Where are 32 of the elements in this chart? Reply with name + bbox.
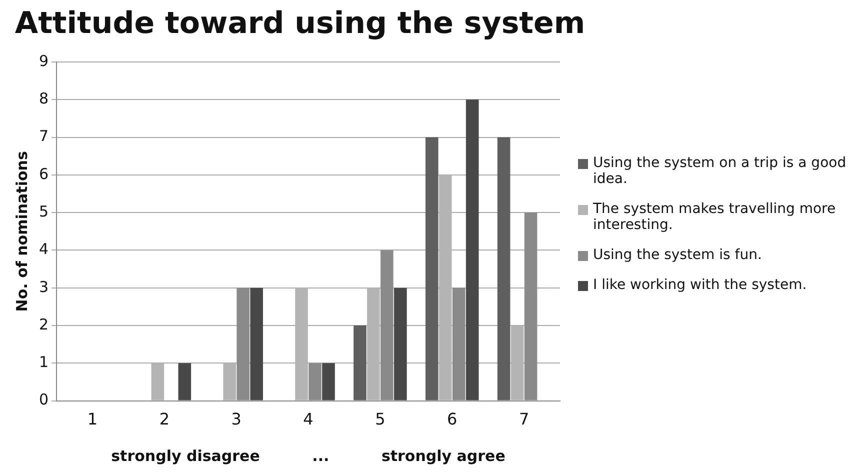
bar <box>322 363 335 400</box>
y-tick-label: 6 <box>38 164 49 183</box>
y-tick-label: 4 <box>38 240 49 258</box>
chart-title: Attitude toward using the system <box>14 6 586 41</box>
bar <box>178 363 192 400</box>
legend-label: I like working with the system. <box>593 277 807 293</box>
y-tick-label: 3 <box>38 278 49 296</box>
legend-label: The system makes travelling more interesting. <box>593 201 837 233</box>
x-tick-label: 6 <box>447 410 458 429</box>
y-tick-label: 1 <box>38 353 49 372</box>
bar <box>394 288 407 400</box>
y-tick-label: 2 <box>38 315 49 334</box>
x-tick-label: 3 <box>231 410 242 429</box>
legend-label: Using the system on a trip is a good idea. <box>593 155 848 187</box>
x-tick-label: 5 <box>375 410 386 429</box>
x-tick-label: 1 <box>87 410 98 429</box>
x-tick-label: 7 <box>518 410 530 429</box>
y-tick-label: 8 <box>38 90 49 108</box>
x-tick-label: 2 <box>159 410 170 429</box>
x-tick-label: 4 <box>303 410 314 429</box>
bar <box>497 137 510 400</box>
y-tick-label: 9 <box>38 52 49 70</box>
bar <box>250 288 263 400</box>
bar <box>425 137 438 400</box>
y-tick-label: 7 <box>38 127 49 146</box>
bar <box>354 326 366 400</box>
bar <box>466 100 479 400</box>
y-tick-label: 0 <box>38 390 49 409</box>
y-axis-title: No. of nominations <box>12 151 31 312</box>
y-tick-label: 5 <box>38 202 49 220</box>
x-axis-title: strongly disagree ... strongly agree <box>111 446 506 465</box>
legend-label: Using the system is fun. <box>593 247 762 263</box>
